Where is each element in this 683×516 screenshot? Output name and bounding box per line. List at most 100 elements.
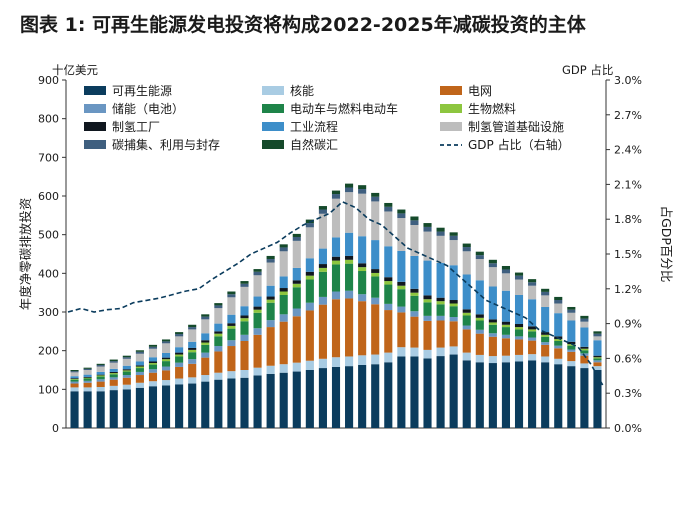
chart-title: 图表 1: 可再生能源发电投资将构成2022-2025年减碳投资的主体 [20,14,586,36]
bar-segment-2-4 [122,377,131,385]
bar-segment-1-28 [436,347,445,357]
bar-segment-3-22 [358,294,367,302]
bar-segment-4-9 [188,352,197,360]
bar-segment-5-22 [358,267,367,272]
bar-segment-9-40 [593,333,602,337]
bar-segment-8-2 [96,366,105,372]
bar-segment-9-21 [345,187,354,193]
bar-segment-2-23 [371,304,380,355]
bar-segment-7-36 [541,306,550,333]
bar-segment-10-8 [175,332,184,335]
bar-segment-9-3 [109,361,118,363]
y2-tick-label: 2.1% [614,178,642,191]
bar-segment-7-34 [514,294,524,324]
bar-segment-8-5 [135,353,144,362]
bar-segment-5-40 [593,357,602,359]
bar-segment-7-1 [83,374,92,377]
bar-segment-5-24 [384,281,393,285]
bar-segment-2-40 [593,362,602,367]
bar-segment-9-34 [514,275,524,280]
bar-segment-7-18 [305,258,314,272]
bar-segment-3-26 [410,311,419,317]
bar-segment-7-10 [201,333,210,341]
legend-label-11: GDP 占比（右轴） [468,137,570,152]
bar-segment-8-32 [488,267,497,287]
bar-segment-8-0 [70,372,79,377]
bar-segment-4-32 [488,324,497,334]
bar-segment-5-7 [161,359,171,362]
bar-segment-10-19 [318,206,327,210]
bar-segment-5-10 [201,342,210,345]
bar-segment-8-22 [358,193,367,237]
bar-segment-2-26 [410,316,419,348]
legend-label-8: 制氢管道基础设施 [468,119,564,134]
bar-segment-1-25 [397,347,406,357]
bar-segment-9-17 [292,236,301,241]
bar-segment-6-0 [70,378,79,379]
bar-segment-9-26 [410,220,419,225]
bar-segment-7-4 [122,365,131,370]
bar-segment-0-0 [70,391,79,428]
bar-segment-4-25 [397,289,406,307]
bar-segment-0-17 [292,371,301,428]
bar-segment-7-11 [214,323,223,332]
bar-segment-5-32 [488,322,497,325]
bar-segment-6-6 [148,361,158,364]
bar-segment-6-21 [345,255,354,260]
bar-segment-0-11 [214,379,223,428]
bar-segment-2-6 [148,372,158,382]
bar-segment-1-7 [161,380,171,386]
bar-segment-6-1 [83,376,92,378]
bar-segment-2-3 [109,379,118,386]
bar-segment-5-25 [397,285,406,290]
bar-segment-7-13 [240,306,249,316]
bar-segment-6-30 [462,309,471,313]
bar-segment-7-27 [423,260,432,296]
bar-segment-0-10 [201,381,210,428]
bar-segment-10-32 [488,259,497,264]
bar-segment-1-38 [567,361,576,367]
legend-swatch-4 [262,104,284,113]
bar-segment-9-38 [567,309,576,313]
bar-segment-5-21 [345,259,354,264]
bar-segment-0-25 [397,356,406,428]
bar-segment-8-8 [175,336,184,348]
bar-segment-3-6 [148,369,158,373]
bar-segment-7-20 [331,237,341,257]
bar-segment-5-38 [567,344,576,346]
bar-segment-7-33 [501,290,511,322]
bar-segment-1-23 [371,354,380,365]
bar-segment-2-27 [423,320,432,350]
bar-segment-9-11 [214,305,223,309]
bar-segment-7-7 [161,352,171,358]
bar-segment-6-10 [201,340,210,343]
bar-segment-6-14 [253,306,262,310]
bar-segment-10-0 [70,370,79,372]
bar-segment-5-13 [240,318,249,322]
bar-segment-4-8 [175,356,184,363]
y-tick-label: 300 [38,306,59,319]
bar-segment-3-3 [109,377,118,380]
bar-segment-7-39 [580,327,589,347]
bar-segment-7-26 [410,255,419,289]
bar-segment-6-20 [331,256,341,261]
bar-segment-0-33 [501,362,511,428]
bar-segment-9-8 [175,334,184,337]
bar-segment-2-39 [580,355,589,364]
bar-segment-4-6 [148,364,158,370]
bar-segment-1-27 [423,349,432,359]
bar-segment-8-34 [514,279,524,295]
bar-segment-8-38 [567,312,576,321]
bar-segment-8-36 [541,295,550,307]
bar-segment-9-39 [580,318,589,322]
bar-segment-6-4 [122,369,131,371]
bar-segment-0-28 [436,356,445,428]
bar-segment-9-25 [397,213,406,219]
bar-segment-0-14 [253,375,262,428]
bar-segment-8-27 [423,231,432,261]
bar-segment-8-11 [214,308,223,324]
bar-segment-3-40 [593,360,602,363]
bar-segment-2-13 [240,341,249,370]
bar-segment-2-38 [567,351,576,362]
bar-segment-5-35 [528,329,537,332]
